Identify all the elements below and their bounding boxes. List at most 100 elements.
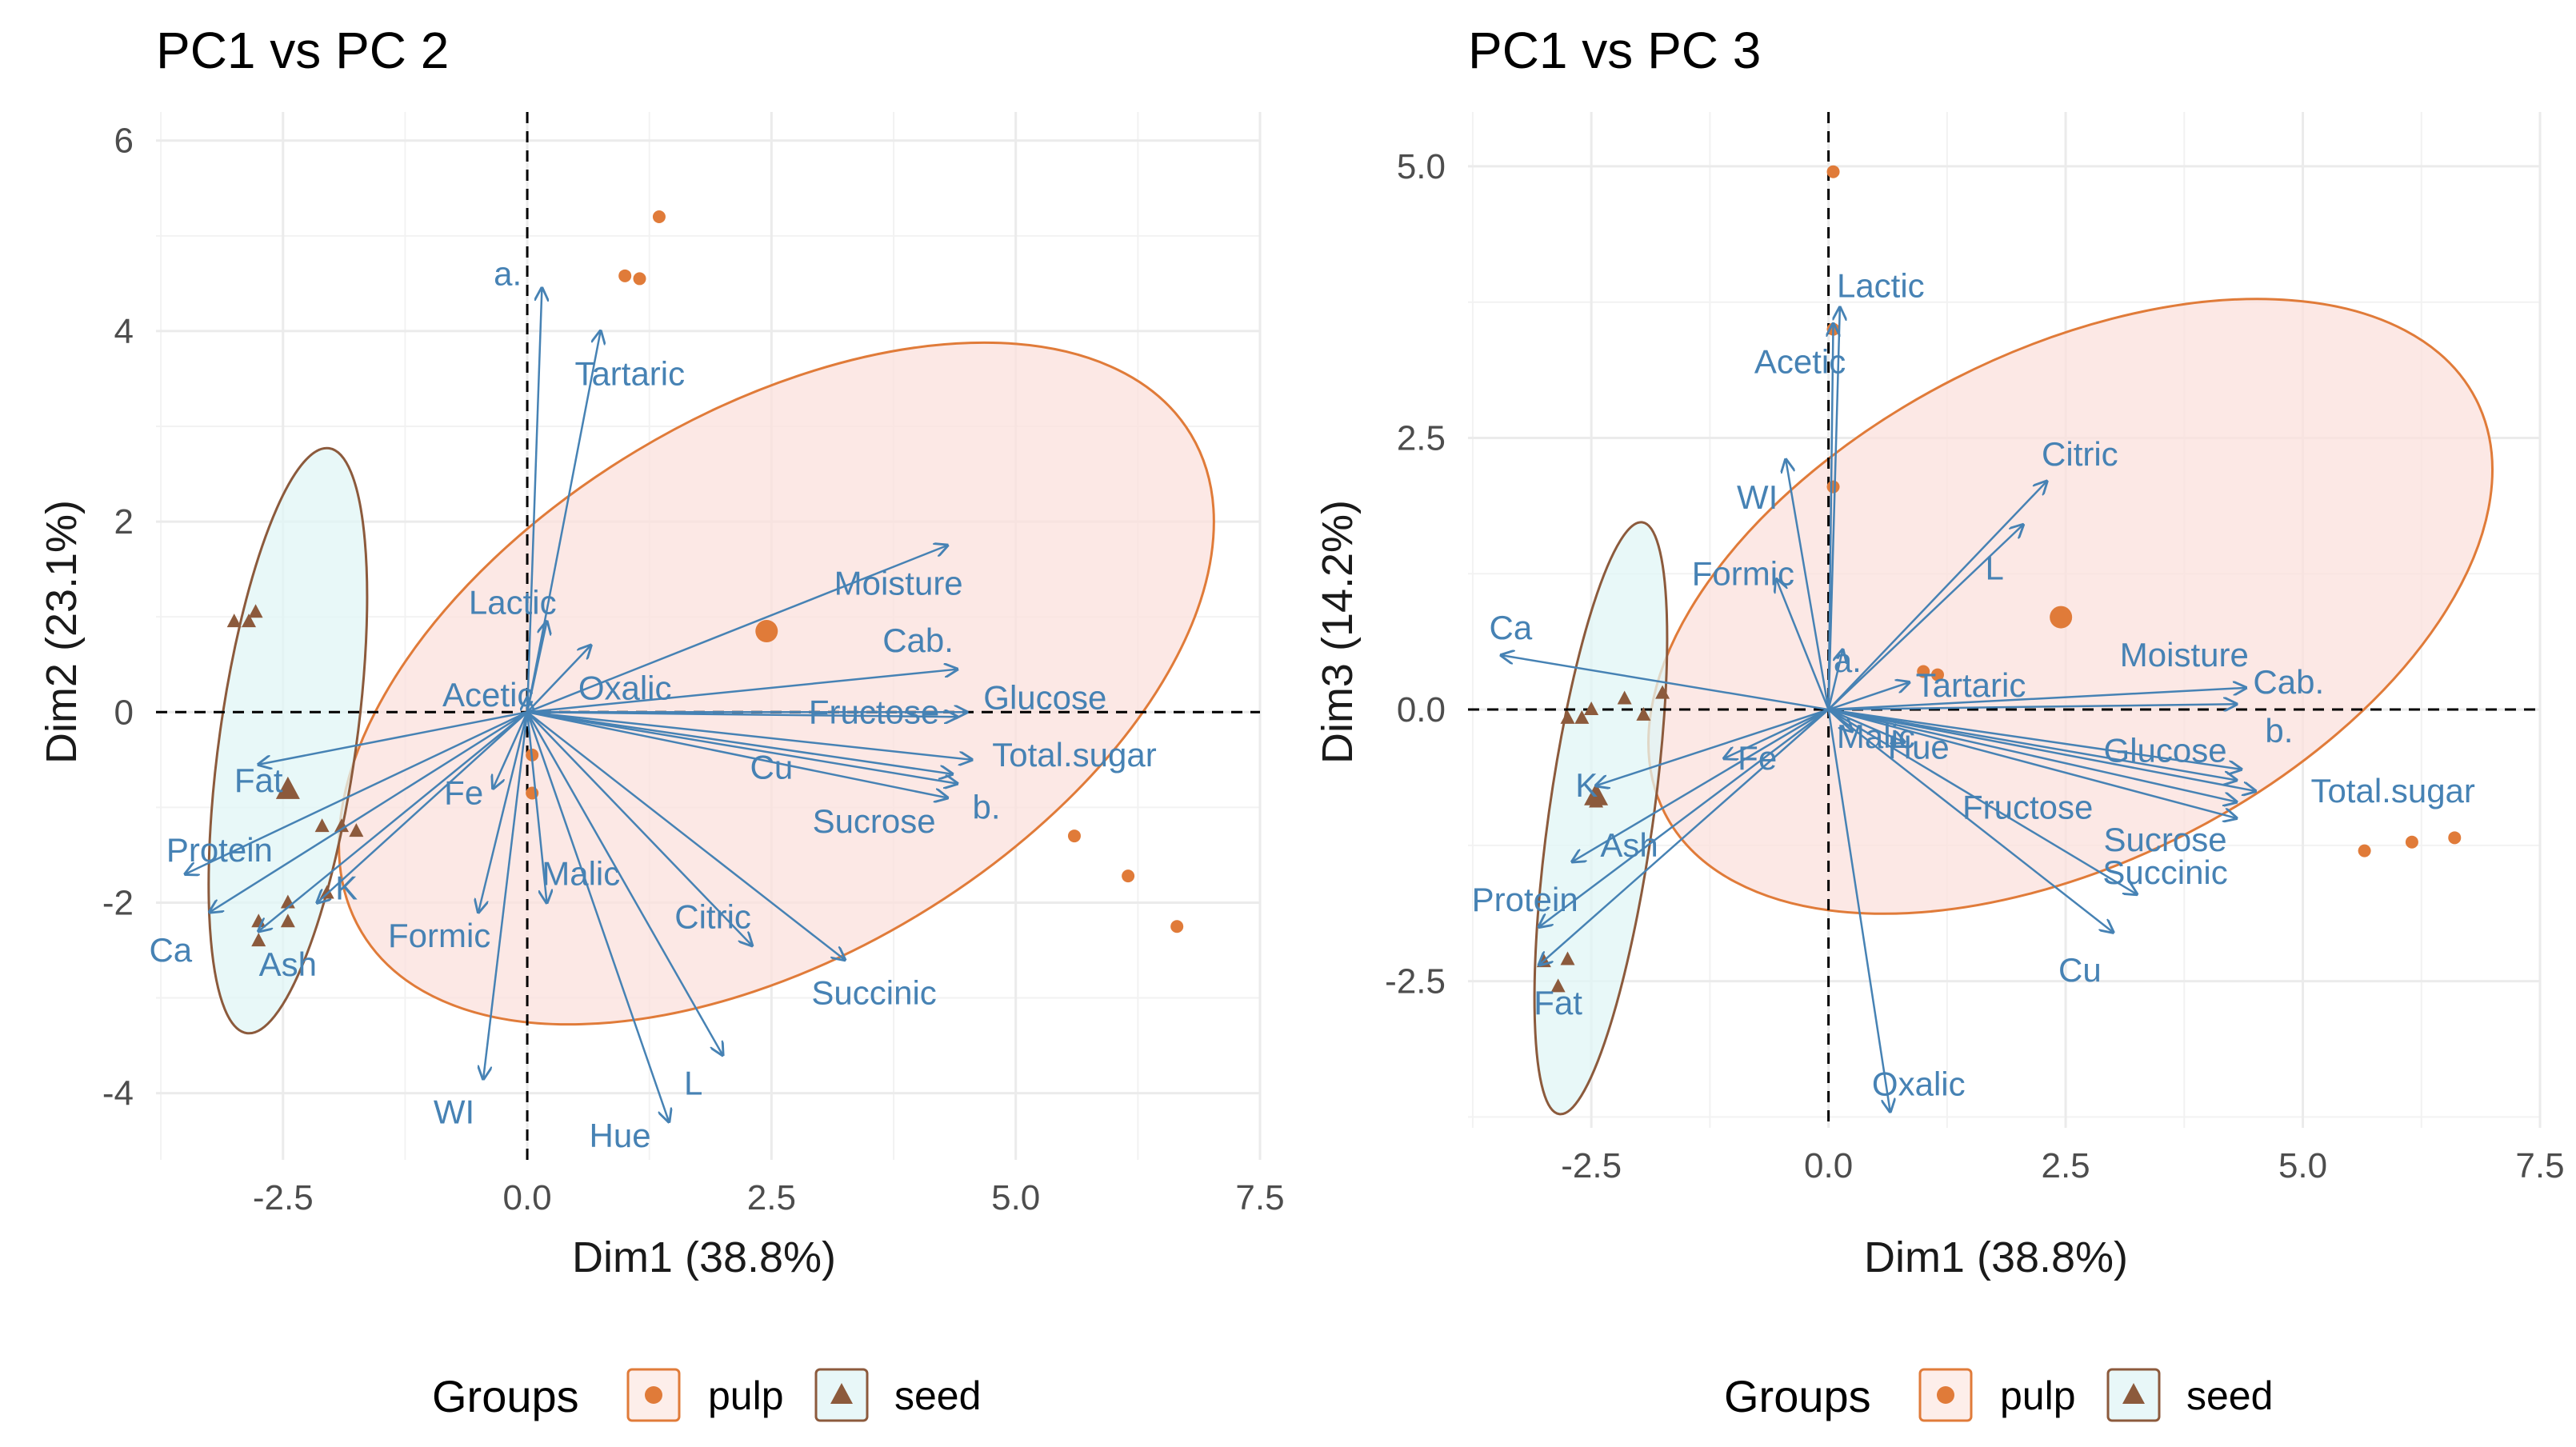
arrow-protein [1539,709,1830,927]
arrow-cab [1828,704,2237,710]
variable-label-ca: Ca [149,931,192,969]
arrow-moisture [526,546,947,714]
arrow-fat [1539,709,1830,965]
legend-pulp-circle-icon [1937,1386,1954,1404]
variable-label-k: K [335,869,358,907]
variable-label-acetic: Acetic [442,676,534,714]
variable-label-formic: Formic [388,917,490,954]
point-pulp [1067,829,1081,843]
point-pulp [1170,920,1184,933]
arrow-ca [210,711,528,912]
point-seed [1574,710,1590,724]
variable-label-moisture: Moisture [2120,636,2249,674]
point-seed [1617,690,1632,705]
legend-title: Groups [432,1371,579,1421]
arrow-k [1596,708,1830,785]
y-tick-label: -2.5 [1385,962,1446,1001]
y-axis-title-pc1-pc2: Dim2 (23.1%) [38,500,86,764]
x-tick-label: 5.0 [991,1178,1040,1217]
y-tick-label: 4 [114,312,134,351]
point-seed [242,614,257,628]
arrow-ca [1502,655,1829,711]
variable-label-succinic: Succinic [2102,853,2227,891]
arrow-fat [258,711,528,765]
arrow-ash [1572,708,1830,861]
arrow-tartaric [526,331,601,713]
variable-label-fat: Fat [1534,984,1582,1021]
legend-label-seed: seed [2186,1373,2273,1418]
legend-label-pulp: pulp [708,1373,784,1418]
tick-labels-pc1-pc3: -2.5 0.0 2.5 5.0 7.5 -2.5 0.0 2.5 5.0 [1385,147,2564,1185]
legend-title: Groups [1724,1371,1871,1421]
arrow-sucrose [526,711,947,797]
confidence-ellipse-seed [1533,521,1669,1116]
arrow-moisture [1828,688,2246,711]
variable-label-cab: Cab. [882,622,954,659]
arrow-glucose [1828,708,2237,780]
point-pulp [2448,831,2462,845]
variable-label-protein: Protein [166,831,273,869]
variable-label-protein: Protein [1472,881,1578,918]
variable-label-ash: Ash [259,945,317,983]
point-pulp [2358,844,2371,857]
arrow-citric [526,711,752,945]
point-pulp [1826,165,1840,178]
point-seed [314,818,330,833]
y-tick-label: 0 [114,693,134,732]
x-tick-label: -2.5 [1561,1146,1622,1185]
arrow-wi [1786,460,1830,710]
variable-label-acetic: Acetic [1754,342,1846,380]
point-seed [280,913,295,928]
reference-lines-pc1-pc2 [156,112,1260,1160]
point-pulp [1917,665,1930,678]
point-seed [1584,702,1599,716]
ellipses-pc1-pc2 [207,341,1215,1035]
variable-arrows-pc1-pc2 [186,288,972,1121]
legend-seed-triangle-icon [2122,1383,2145,1404]
arrow-fructose [1828,708,2237,801]
arrow-wi [483,712,529,1079]
x-tick-label: 2.5 [2041,1146,2090,1185]
variable-label-fructose: Fructose [1962,788,2093,825]
panel-pc1-vs-pc3: PC1 vs PC 3 Lactic Acetic Citric WI L Formic a… [1314,22,2565,1281]
point-seed [251,933,266,947]
point-seed [248,604,263,618]
variable-label-oxalic: Oxalic [578,670,672,707]
variable-label-cu: Cu [2058,951,2102,989]
x-tick-label: 2.5 [747,1178,796,1217]
variable-label-glucose: Glucose [2104,732,2227,769]
variable-label-lactic: Lactic [469,583,557,621]
point-seed [1560,710,1575,724]
variable-label-succinic: Succinic [811,974,936,1012]
arrow-acetic [1829,324,1834,710]
arrow-k [318,711,528,902]
point-pulp [1826,480,1840,494]
variable-label-wi: WI [1737,478,1778,516]
point-seed [1655,685,1670,699]
legend-pulp-circle-icon [645,1386,662,1404]
y-tick-label: 6 [114,122,134,161]
arrow-tartaric [1828,682,1910,711]
x-tick-label: 0.0 [1804,1146,1853,1185]
arrow-protein [186,711,528,873]
reference-lines-pc1-pc3 [1468,112,2540,1128]
y-axis-title-pc1-pc3: Dim3 (14.2%) [1314,500,1362,764]
variable-label-malic: Malic [542,855,620,893]
arrow-cab [526,670,957,714]
legend-right: Groups pulp seed [1724,1368,2273,1422]
centroid-pulp [755,620,778,643]
legend-seed-triangle-icon [830,1383,853,1404]
arrow-b [526,711,957,783]
arrow-l [1827,525,2023,710]
variable-label-citric: Citric [674,897,751,935]
point-pulp [633,272,646,286]
point-pulp [1930,668,1944,682]
variable-label-lactic: Lactic [1837,266,1925,304]
arrow-hue [1828,708,1905,742]
variable-label-cab: Cab. [2253,663,2324,701]
legend-label-pulp: pulp [2000,1373,2076,1418]
variable-label-citric: Citric [2042,435,2118,473]
variable-label-l: L [1985,549,2003,586]
y-tick-label: -2 [102,883,134,922]
